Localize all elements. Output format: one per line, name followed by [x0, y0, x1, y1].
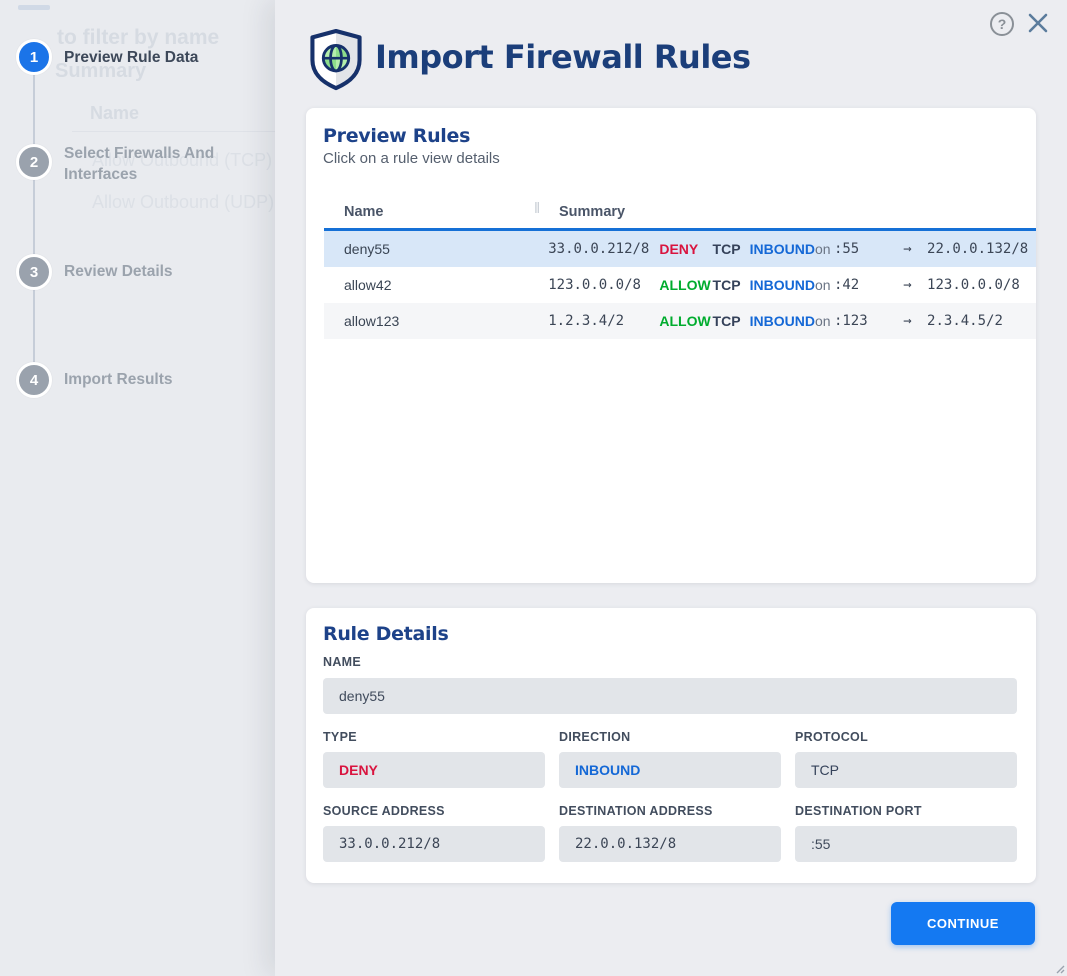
- arrow-icon: →: [903, 241, 912, 257]
- rule-source: 123.0.0.0/8: [548, 277, 641, 293]
- source-address-field-label: SOURCE ADDRESS: [323, 804, 445, 818]
- rule-port: :123: [833, 313, 868, 329]
- import-firewall-rules-modal: Import Firewall Rules ? Preview Rules Cl…: [275, 0, 1067, 976]
- stepper-step-review-details[interactable]: 3 Review Details: [16, 254, 173, 290]
- destination-address-field: 22.0.0.132/8: [559, 826, 781, 862]
- background-divider: [72, 131, 275, 132]
- step-label: Preview Rule Data: [64, 49, 199, 66]
- destination-address-field-label: DESTINATION ADDRESS: [559, 804, 713, 818]
- name-field-label: NAME: [323, 655, 362, 669]
- rule-destination: 123.0.0.0/8: [927, 277, 1020, 293]
- rule-destination: 22.0.0.132/8: [927, 241, 1029, 257]
- rule-row-deny55[interactable]: deny55 33.0.0.212/8 DENY TCP INBOUND on …: [324, 231, 1036, 267]
- background-nav-bar: [18, 5, 50, 10]
- stepper-step-import-results[interactable]: 4 Import Results: [16, 362, 173, 398]
- destination-port-field: :55: [795, 826, 1017, 862]
- rule-protocol: TCP: [712, 313, 741, 329]
- protocol-field-label: PROTOCOL: [795, 730, 869, 744]
- preview-rules-title: Preview Rules: [323, 125, 471, 147]
- preview-rules-card: Preview Rules Click on a rule view detai…: [306, 108, 1036, 583]
- wizard-stepper: 1 Preview Rule Data 2 Select Firewalls A…: [0, 0, 275, 976]
- help-icon[interactable]: ?: [990, 12, 1014, 36]
- rule-direction: INBOUND: [749, 313, 815, 329]
- rule-source: 1.2.3.4/2: [548, 313, 625, 329]
- rule-protocol: TCP: [712, 241, 741, 257]
- close-icon[interactable]: [1025, 11, 1051, 37]
- window-resize-grip[interactable]: [1054, 963, 1065, 974]
- rules-table-header: Name ‖ Summary: [324, 195, 1036, 228]
- rule-name: allow42: [344, 277, 392, 293]
- rule-port: :42: [833, 277, 860, 293]
- rule-name: allow123: [344, 313, 400, 329]
- rule-on-word: on: [814, 313, 831, 329]
- preview-rules-subtitle: Click on a rule view details: [323, 150, 500, 167]
- arrow-icon: →: [903, 277, 912, 293]
- rule-row-allow42[interactable]: allow42 123.0.0.0/8 ALLOW TCP INBOUND on…: [324, 267, 1036, 303]
- modal-title: Import Firewall Rules: [375, 38, 751, 76]
- protocol-field: TCP: [795, 752, 1017, 788]
- step-number-badge: 4: [16, 362, 52, 398]
- step-label: Import Results: [64, 371, 173, 388]
- shield-globe-icon: [310, 28, 362, 91]
- rule-details-title: Rule Details: [323, 623, 449, 645]
- column-header-name[interactable]: Name: [344, 203, 384, 220]
- arrow-icon: →: [903, 313, 912, 329]
- rule-protocol: TCP: [712, 277, 741, 293]
- step-number-badge: 1: [16, 39, 52, 75]
- direction-field-label: DIRECTION: [559, 730, 631, 744]
- continue-button[interactable]: CONTINUE: [891, 902, 1035, 945]
- stepper-step-preview-rule-data[interactable]: 1 Preview Rule Data: [16, 39, 198, 75]
- background-rule-item: Allow Outbound (UDP): [92, 192, 275, 212]
- step-number-badge: 3: [16, 254, 52, 290]
- modal-header: Import Firewall Rules ?: [275, 0, 1067, 100]
- background-name-heading: Name: [90, 103, 140, 123]
- background-summary-heading: Summary: [55, 60, 147, 82]
- column-resize-handle[interactable]: ‖: [534, 200, 542, 217]
- rule-direction: INBOUND: [749, 277, 815, 293]
- name-field: deny55: [323, 678, 1017, 714]
- rule-port: :55: [833, 241, 860, 257]
- background-rule-item: Allow Outbound (TCP): [92, 150, 273, 170]
- source-address-field: 33.0.0.212/8: [323, 826, 545, 862]
- stepper-step-select-firewalls[interactable]: 2 Select Firewalls And Interfaces: [16, 144, 239, 186]
- rule-destination: 2.3.4.5/2: [927, 313, 1003, 329]
- background-filter-placeholder: to filter by name: [57, 26, 220, 49]
- rule-action: ALLOW: [659, 277, 711, 293]
- rule-row-allow123[interactable]: allow123 1.2.3.4/2 ALLOW TCP INBOUND on …: [324, 303, 1036, 339]
- rule-direction: INBOUND: [749, 241, 815, 257]
- step-label: Select Firewalls And Interfaces: [64, 145, 215, 183]
- rule-on-word: on: [814, 277, 831, 293]
- rule-on-word: on: [814, 241, 831, 257]
- rule-name: deny55: [344, 241, 390, 257]
- destination-port-field-label: DESTINATION PORT: [795, 804, 922, 818]
- rule-source: 33.0.0.212/8: [548, 241, 650, 257]
- rules-table: Name ‖ Summary deny55 33.0.0.212/8 DENY …: [324, 195, 1036, 339]
- table-header-accent-line: [324, 228, 1036, 231]
- rule-action: ALLOW: [659, 313, 711, 329]
- step-number-badge: 2: [16, 144, 52, 180]
- column-header-summary[interactable]: Summary: [559, 203, 626, 220]
- type-field: DENY: [323, 752, 545, 788]
- stepper-connector-line: [33, 60, 35, 382]
- type-field-label: TYPE: [323, 730, 357, 744]
- rule-details-card: Rule Details NAME deny55 TYPE DENY DIREC…: [306, 608, 1036, 883]
- rule-action: DENY: [659, 241, 699, 257]
- step-label: Review Details: [64, 263, 173, 280]
- direction-field: INBOUND: [559, 752, 781, 788]
